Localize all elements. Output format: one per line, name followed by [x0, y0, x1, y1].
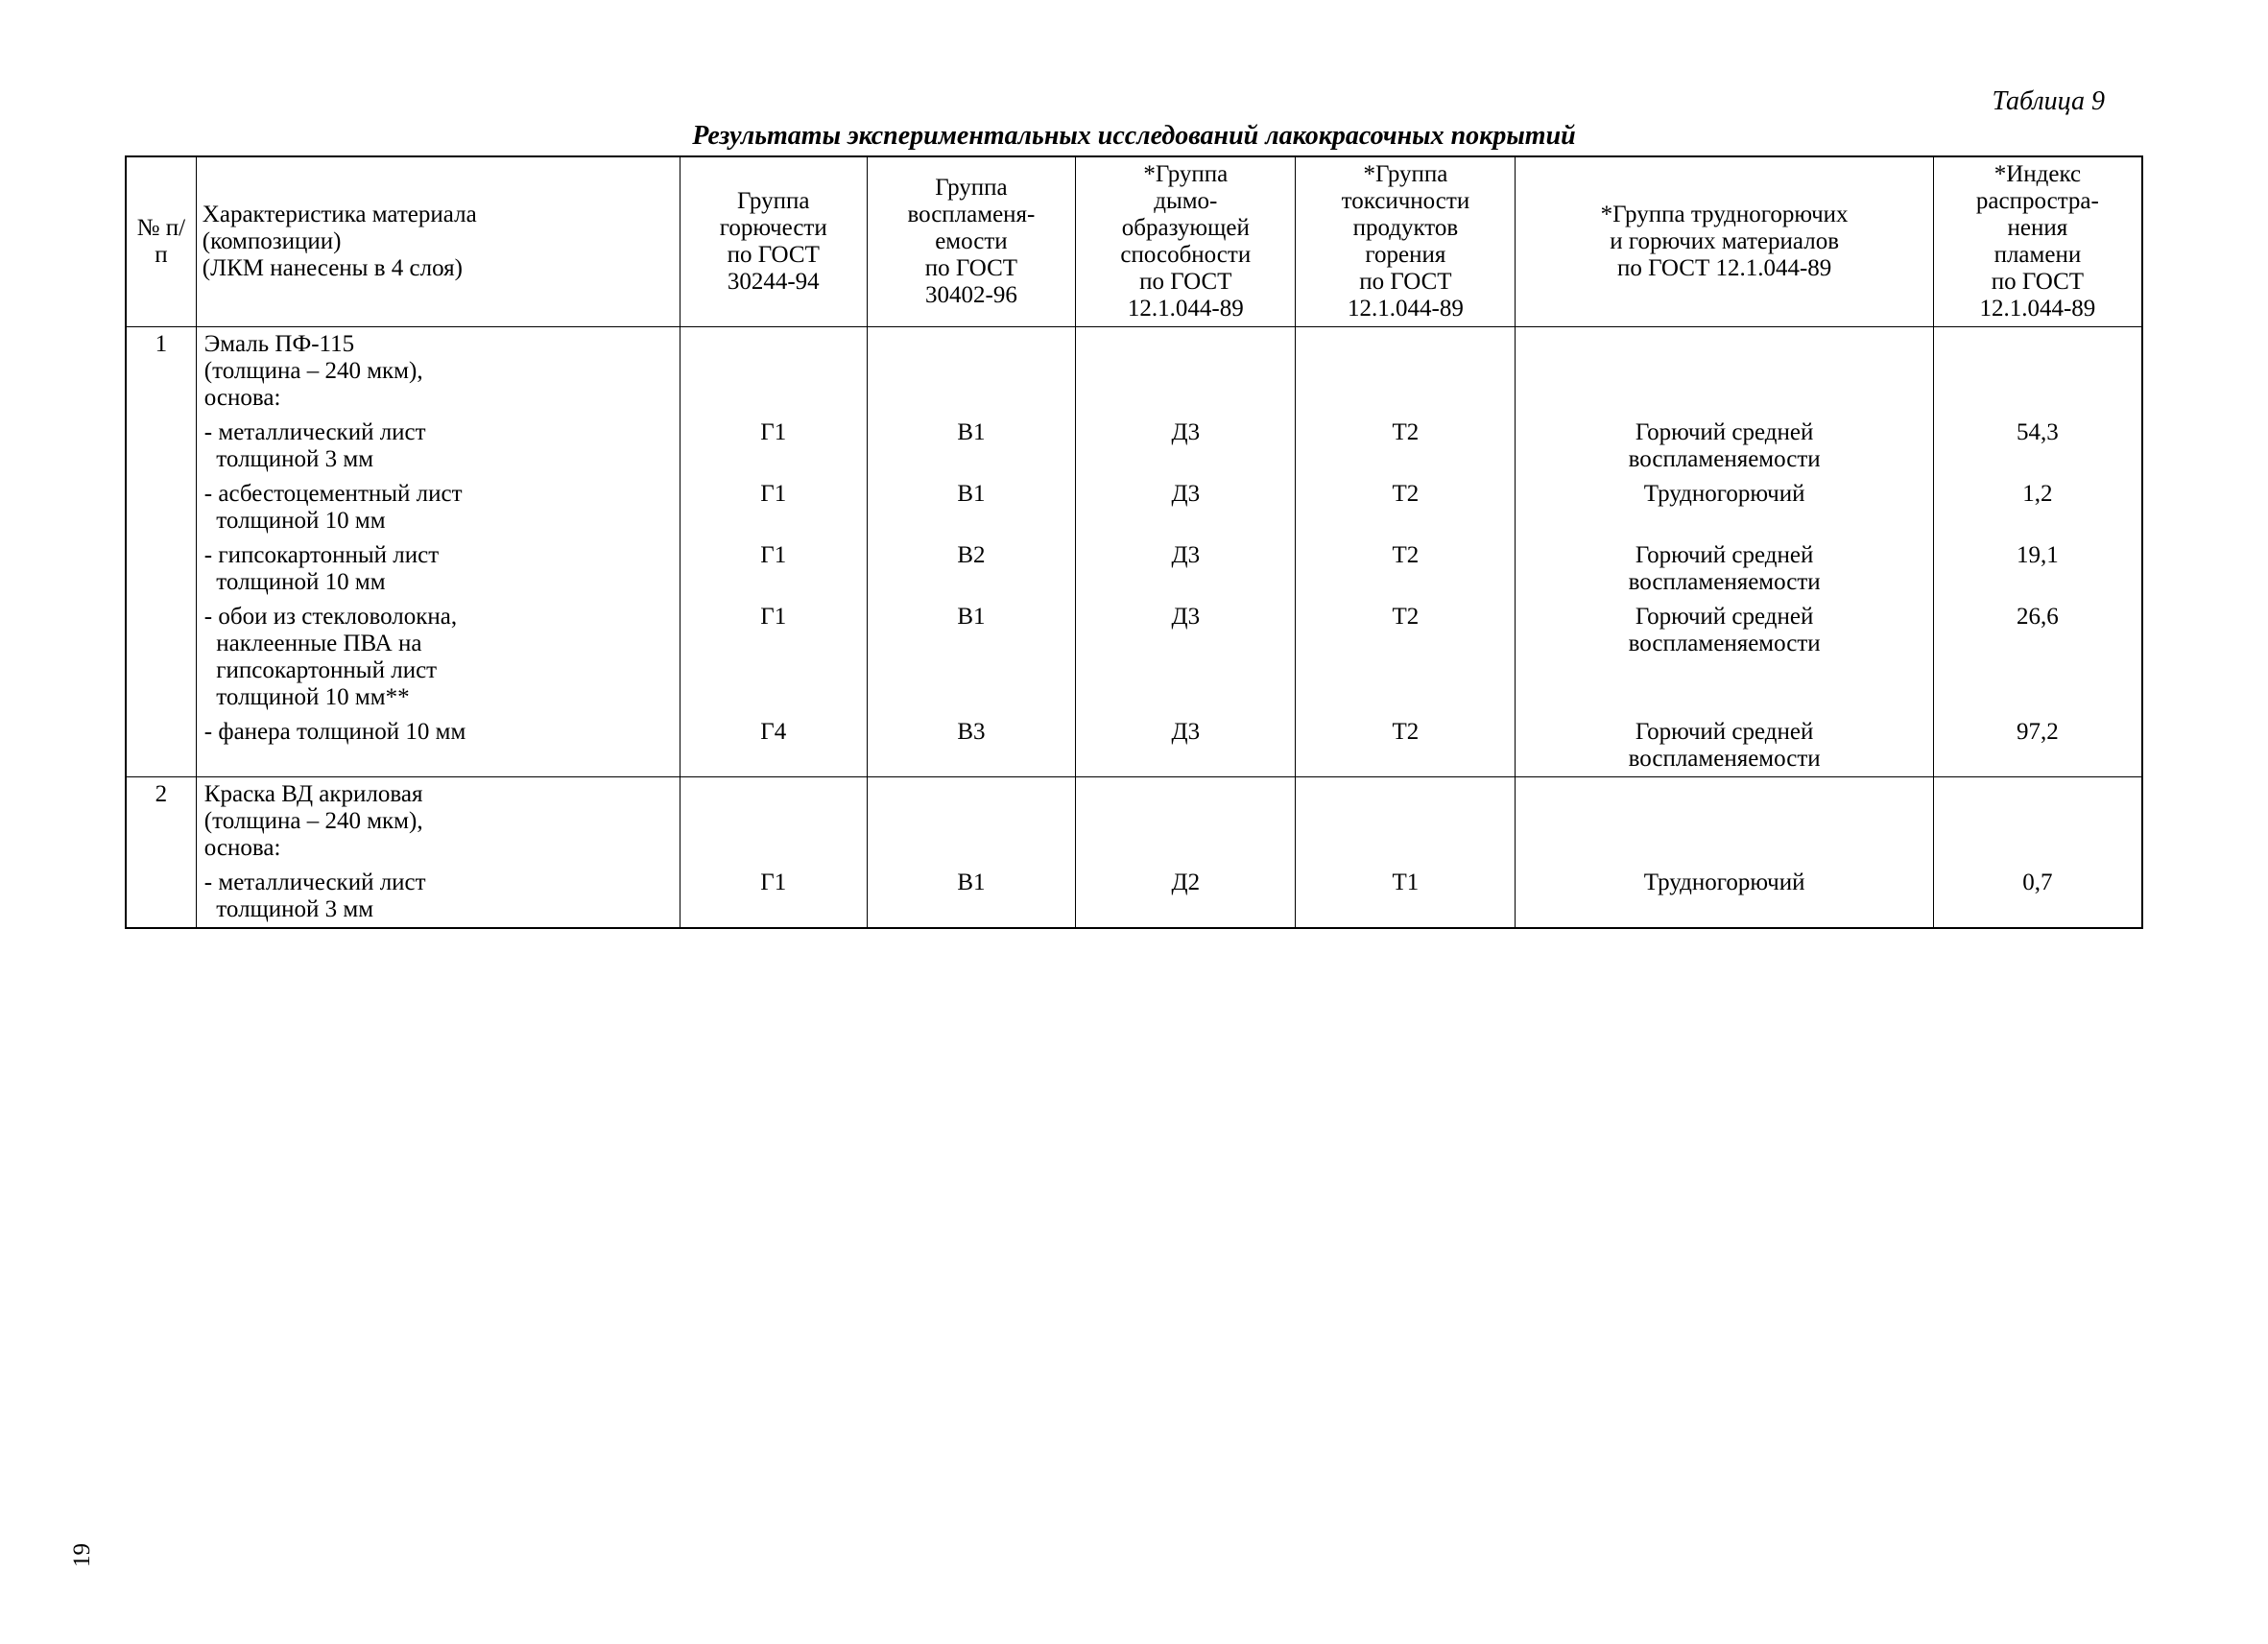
substrate-desc: - асбестоцементный лист толщиной 10 мм — [196, 477, 680, 538]
cell-group: Горючий средней воспламеняемости — [1516, 600, 1933, 715]
table-row: 2 Краска ВД акриловая (толщина – 240 мкм… — [126, 777, 2142, 867]
cell-toxicity: Т1 — [1296, 866, 1516, 928]
cell-flammability: В3 — [867, 715, 1076, 777]
substrate-desc: - фанера толщиной 10 мм — [196, 715, 680, 777]
table-number-label: Таблица 9 — [125, 86, 2105, 117]
cell-combustibility: Г1 — [680, 866, 867, 928]
table-caption: Результаты экспериментальных исследовани… — [125, 121, 2143, 152]
cell-smoke: Д3 — [1076, 416, 1296, 477]
header-flame-spread: *Индекс распростра- нения пламени по ГОС… — [1933, 156, 2142, 327]
cell-smoke: Д3 — [1076, 477, 1296, 538]
cell-flame-index: 26,6 — [1933, 600, 2142, 715]
material-header: Эмаль ПФ-115 (толщина – 240 мкм), основа… — [196, 327, 680, 417]
header-num: № п/п — [126, 156, 196, 327]
table-row: - обои из стекловолокна, наклеенные ПВА … — [126, 600, 2142, 715]
cell-combustibility: Г1 — [680, 477, 867, 538]
table-row: - гипсокартонный лист толщиной 10 мм Г1 … — [126, 538, 2142, 600]
substrate-desc: - гипсокартонный лист толщиной 10 мм — [196, 538, 680, 600]
header-row: № п/п Характеристика материала (композиц… — [126, 156, 2142, 327]
header-desc: Характеристика материала (композиции) (Л… — [196, 156, 680, 327]
cell-group: Горючий средней воспламеняемости — [1516, 538, 1933, 600]
table-row: - асбестоцементный лист толщиной 10 мм Г… — [126, 477, 2142, 538]
material-header: Краска ВД акриловая (толщина – 240 мкм),… — [196, 777, 680, 867]
substrate-desc: - металлический лист толщиной 3 мм — [196, 866, 680, 928]
cell-flammability: В1 — [867, 477, 1076, 538]
cell-smoke: Д3 — [1076, 538, 1296, 600]
cell-combustibility: Г1 — [680, 416, 867, 477]
cell-toxicity: Т2 — [1296, 715, 1516, 777]
cell-smoke: Д3 — [1076, 600, 1296, 715]
cell-flammability: В1 — [867, 866, 1076, 928]
page-number: 19 — [69, 1543, 96, 1567]
cell-flammability: В1 — [867, 416, 1076, 477]
cell-toxicity: Т2 — [1296, 416, 1516, 477]
substrate-desc: - обои из стекловолокна, наклеенные ПВА … — [196, 600, 680, 715]
header-smoke: *Группа дымо- образующей способности по … — [1076, 156, 1296, 327]
cell-flame-index: 1,2 — [1933, 477, 2142, 538]
cell-toxicity: Т2 — [1296, 600, 1516, 715]
table-row: - фанера толщиной 10 мм Г4 В3 Д3 Т2 Горю… — [126, 715, 2142, 777]
header-combustibility: Группа горючести по ГОСТ 30244-94 — [680, 156, 867, 327]
cell-combustibility: Г1 — [680, 600, 867, 715]
cell-flame-index: 0,7 — [1933, 866, 2142, 928]
table-row: 1 Эмаль ПФ-115 (толщина – 240 мкм), осно… — [126, 327, 2142, 417]
row-number: 1 — [126, 327, 196, 417]
cell-flammability: В1 — [867, 600, 1076, 715]
cell-group: Горючий средней воспламеняемости — [1516, 715, 1933, 777]
header-flammability: Группа воспламеня- емости по ГОСТ 30402-… — [867, 156, 1076, 327]
cell-flammability: В2 — [867, 538, 1076, 600]
cell-flame-index: 97,2 — [1933, 715, 2142, 777]
row-number: 2 — [126, 777, 196, 867]
cell-smoke: Д3 — [1076, 715, 1296, 777]
results-table: № п/п Характеристика материала (композиц… — [125, 155, 2143, 929]
cell-group: Трудногорючий — [1516, 866, 1933, 928]
cell-toxicity: Т2 — [1296, 538, 1516, 600]
table-row: - металлический лист толщиной 3 мм Г1 В1… — [126, 416, 2142, 477]
cell-group: Трудногорючий — [1516, 477, 1933, 538]
cell-group: Горючий средней воспламеняемости — [1516, 416, 1933, 477]
cell-toxicity: Т2 — [1296, 477, 1516, 538]
table-row: - металлический лист толщиной 3 мм Г1 В1… — [126, 866, 2142, 928]
cell-flame-index: 19,1 — [1933, 538, 2142, 600]
header-toxicity: *Группа токсичности продуктов горения по… — [1296, 156, 1516, 327]
header-group: *Группа трудногорючих и горючих материал… — [1516, 156, 1933, 327]
substrate-desc: - металлический лист толщиной 3 мм — [196, 416, 680, 477]
cell-combustibility: Г4 — [680, 715, 867, 777]
cell-combustibility: Г1 — [680, 538, 867, 600]
cell-flame-index: 54,3 — [1933, 416, 2142, 477]
cell-smoke: Д2 — [1076, 866, 1296, 928]
